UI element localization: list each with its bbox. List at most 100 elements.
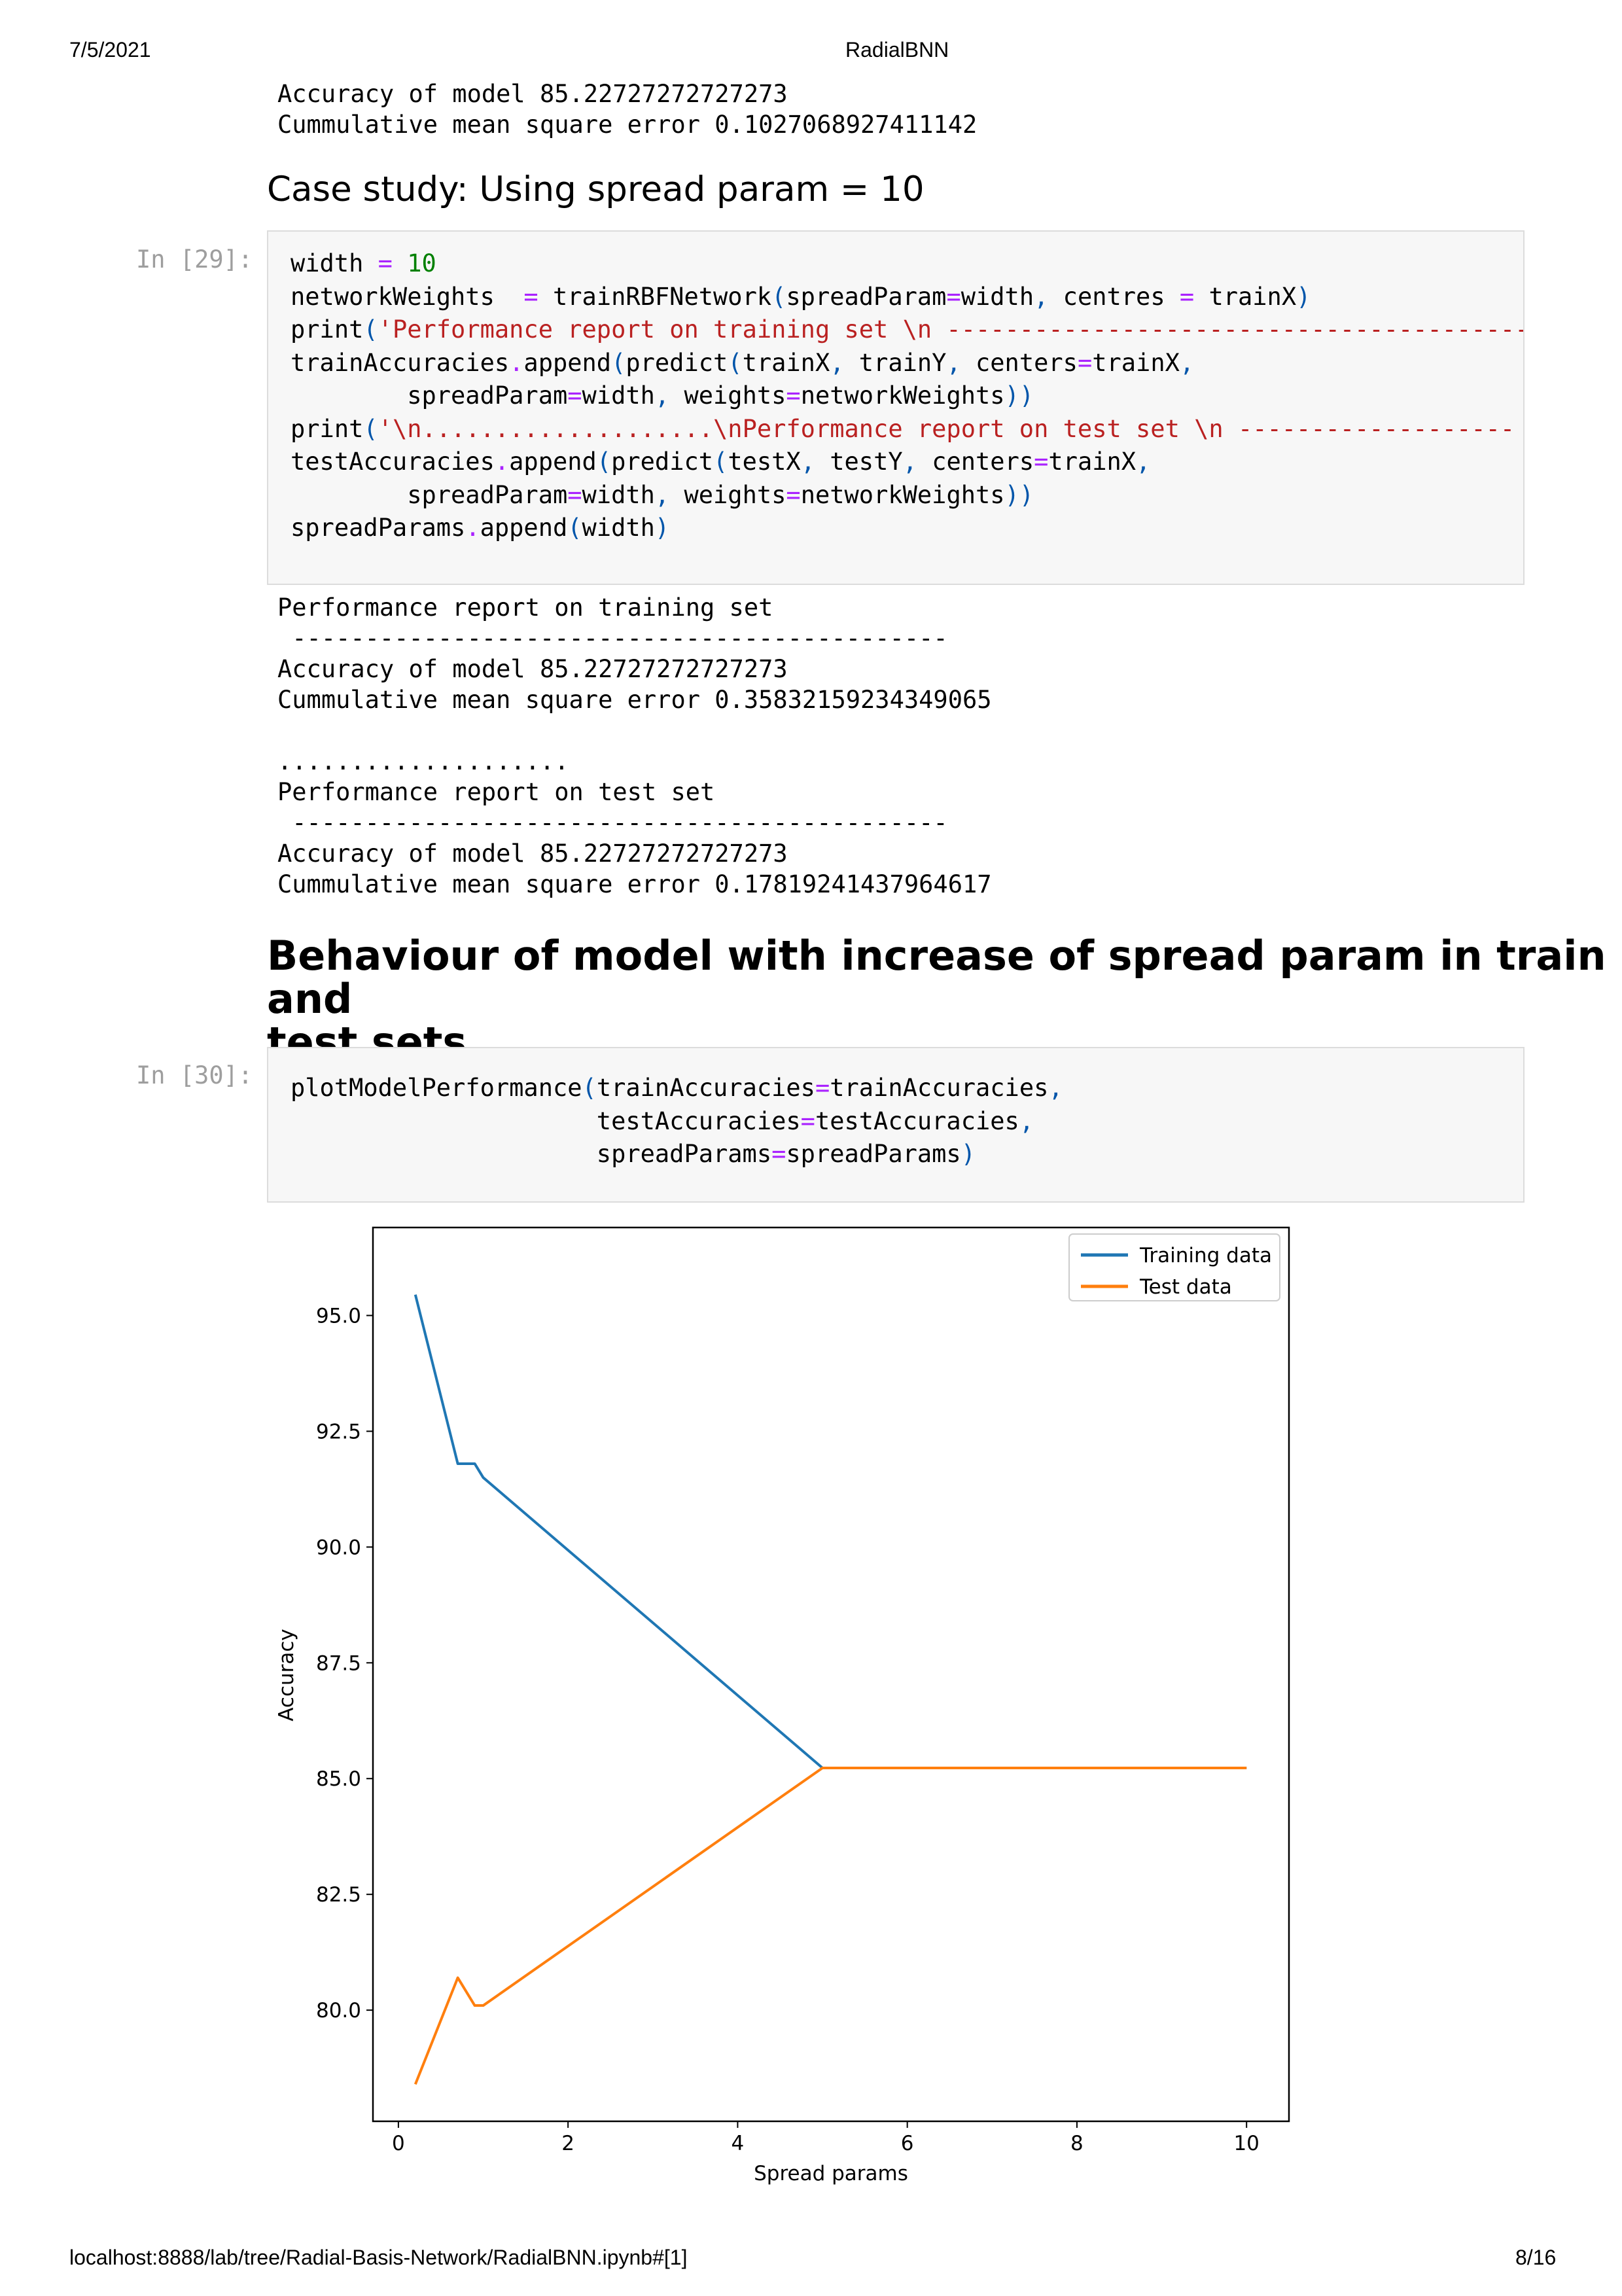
code-token: . bbox=[509, 348, 524, 377]
code-token: , bbox=[830, 348, 845, 377]
code-line: print('Performance report on training se… bbox=[291, 315, 1523, 344]
code-cell-30[interactable]: plotModelPerformance(trainAccuracies=tra… bbox=[267, 1047, 1525, 1203]
y-axis-label: Accuracy bbox=[275, 1629, 298, 1722]
cell-30-prompt: In [30]: bbox=[136, 1061, 253, 1089]
code-token: width bbox=[582, 514, 655, 542]
code-token: , bbox=[902, 448, 917, 476]
code-token: append bbox=[509, 448, 597, 476]
legend: Training data Test data bbox=[1068, 1233, 1280, 1301]
section-heading-case-study: Case study: Using spread param = 10 bbox=[267, 169, 925, 209]
y-tick-label: 95.0 bbox=[316, 1304, 361, 1328]
test-data-line bbox=[414, 1766, 1247, 2085]
code-token: testAccuracies bbox=[291, 1106, 801, 1135]
code-token: )) bbox=[1004, 480, 1034, 509]
output-line: Performance report on test set bbox=[277, 778, 715, 806]
code-token: ( bbox=[363, 315, 378, 344]
code-token: , bbox=[1179, 348, 1195, 377]
code-token: trainAccuracies bbox=[291, 348, 510, 377]
output-line: ----------------------------------------… bbox=[277, 624, 948, 652]
code-token: networkWeights bbox=[800, 480, 1005, 509]
code-token: print bbox=[291, 414, 364, 443]
previous-output: Accuracy of model 85.22727272727273 Cumm… bbox=[277, 79, 977, 140]
print-title: RadialBNN bbox=[845, 38, 949, 62]
cell-29-prompt: In [29]: bbox=[136, 245, 253, 274]
code-token: spreadParam bbox=[291, 480, 568, 509]
code-token: = bbox=[567, 480, 582, 509]
code-token: spreadParams bbox=[291, 1140, 772, 1168]
code-token: ) bbox=[1296, 282, 1311, 311]
code-token: 10 bbox=[407, 249, 436, 277]
code-token: ( bbox=[771, 282, 786, 311]
code-token: centers bbox=[961, 348, 1078, 377]
code-token: . bbox=[494, 448, 510, 476]
code-token: = bbox=[378, 249, 393, 277]
code-token: testAccuracies bbox=[291, 448, 495, 476]
code-token: width bbox=[582, 381, 655, 410]
code-token: ( bbox=[713, 448, 728, 476]
code-line: testAccuracies.append(predict(testX, tes… bbox=[291, 448, 1150, 476]
code-token: trainAccuracies bbox=[830, 1074, 1049, 1102]
x-tick-label: 10 bbox=[1233, 2132, 1259, 2155]
y-tick-label: 87.5 bbox=[316, 1651, 361, 1675]
code-token: = bbox=[523, 282, 538, 311]
y-tick-label: 85.0 bbox=[316, 1767, 361, 1791]
code-token: centres bbox=[1048, 282, 1180, 311]
code-token: weights bbox=[669, 480, 786, 509]
code-29[interactable]: width = 10 networkWeights = trainRBFNetw… bbox=[291, 247, 1523, 545]
code-token: append bbox=[480, 514, 568, 542]
code-token: width bbox=[961, 282, 1034, 311]
plot-area bbox=[372, 1226, 1290, 2123]
code-token: ( bbox=[728, 348, 743, 377]
code-token: = bbox=[567, 381, 582, 410]
code-token: testY bbox=[815, 448, 903, 476]
code-line: width = 10 bbox=[291, 249, 436, 277]
output-line: Accuracy of model 85.22727272727273 bbox=[277, 655, 788, 683]
code-token: , bbox=[1048, 1074, 1063, 1102]
code-token: , bbox=[946, 348, 961, 377]
code-token: , bbox=[654, 381, 670, 410]
output-line: Performance report on training set bbox=[277, 593, 773, 622]
code-line: spreadParams.append(width) bbox=[291, 514, 669, 542]
code-token: = bbox=[800, 1106, 815, 1135]
code-token: )) bbox=[1004, 381, 1034, 410]
code-token: = bbox=[946, 282, 961, 311]
code-token: ) bbox=[654, 514, 670, 542]
code-token: width bbox=[291, 249, 378, 277]
code-token: trainRBFNetwork bbox=[538, 282, 772, 311]
code-token: = bbox=[1179, 282, 1195, 311]
code-token: = bbox=[786, 381, 801, 410]
code-token: ( bbox=[363, 414, 378, 443]
output-line: Cummulative mean square error 0.17819241… bbox=[277, 870, 992, 898]
code-token: . bbox=[465, 514, 480, 542]
accuracy-plot: 80.0 82.5 85.0 87.5 90.0 92.5 95.0 0 2 4 6 8 10 Spr… bbox=[275, 1226, 1290, 2185]
code-30[interactable]: plotModelPerformance(trainAccuracies=tra… bbox=[291, 1072, 1063, 1171]
code-token: trainY bbox=[844, 348, 947, 377]
code-cell-29[interactable]: width = 10 networkWeights = trainRBFNetw… bbox=[267, 230, 1525, 585]
code-token: predict bbox=[611, 448, 714, 476]
y-axis-ticks: 80.0 82.5 85.0 87.5 90.0 92.5 95.0 bbox=[316, 1304, 373, 2022]
code-token: spreadParams bbox=[786, 1140, 961, 1168]
code-token: trainX bbox=[742, 348, 830, 377]
code-token: centers bbox=[917, 448, 1034, 476]
previous-mse-line: Cummulative mean square error 0.10270689… bbox=[277, 111, 978, 139]
code-token: trainAccuracies bbox=[596, 1074, 815, 1102]
output-line: Cummulative mean square error 0.35832159… bbox=[277, 686, 992, 714]
code-token: plotModelPerformance bbox=[291, 1074, 582, 1102]
code-token: append bbox=[523, 348, 612, 377]
x-axis-label: Spread params bbox=[754, 2162, 908, 2185]
code-token: testAccuracies bbox=[815, 1106, 1019, 1135]
legend-label-test: Test data bbox=[1139, 1275, 1232, 1299]
code-token: spreadParam bbox=[786, 282, 947, 311]
code-token: spreadParams bbox=[291, 514, 466, 542]
output-line: ----------------------------------------… bbox=[277, 809, 948, 837]
code-token: , bbox=[654, 480, 670, 509]
code-line: testAccuracies=testAccuracies, bbox=[291, 1107, 1034, 1135]
code-token: weights bbox=[669, 381, 786, 410]
code-line: spreadParam=width, weights=networkWeight… bbox=[291, 381, 1034, 410]
code-line: spreadParams=spreadParams) bbox=[291, 1140, 976, 1168]
legend-box bbox=[1068, 1233, 1280, 1301]
y-tick-label: 90.0 bbox=[316, 1536, 361, 1559]
y-tick-label: 92.5 bbox=[316, 1420, 361, 1443]
footer-url: localhost:8888/lab/tree/Radial-Basis-Net… bbox=[69, 2246, 688, 2269]
section-heading-behaviour: Behaviour of model with increase of spre… bbox=[267, 934, 1622, 1064]
